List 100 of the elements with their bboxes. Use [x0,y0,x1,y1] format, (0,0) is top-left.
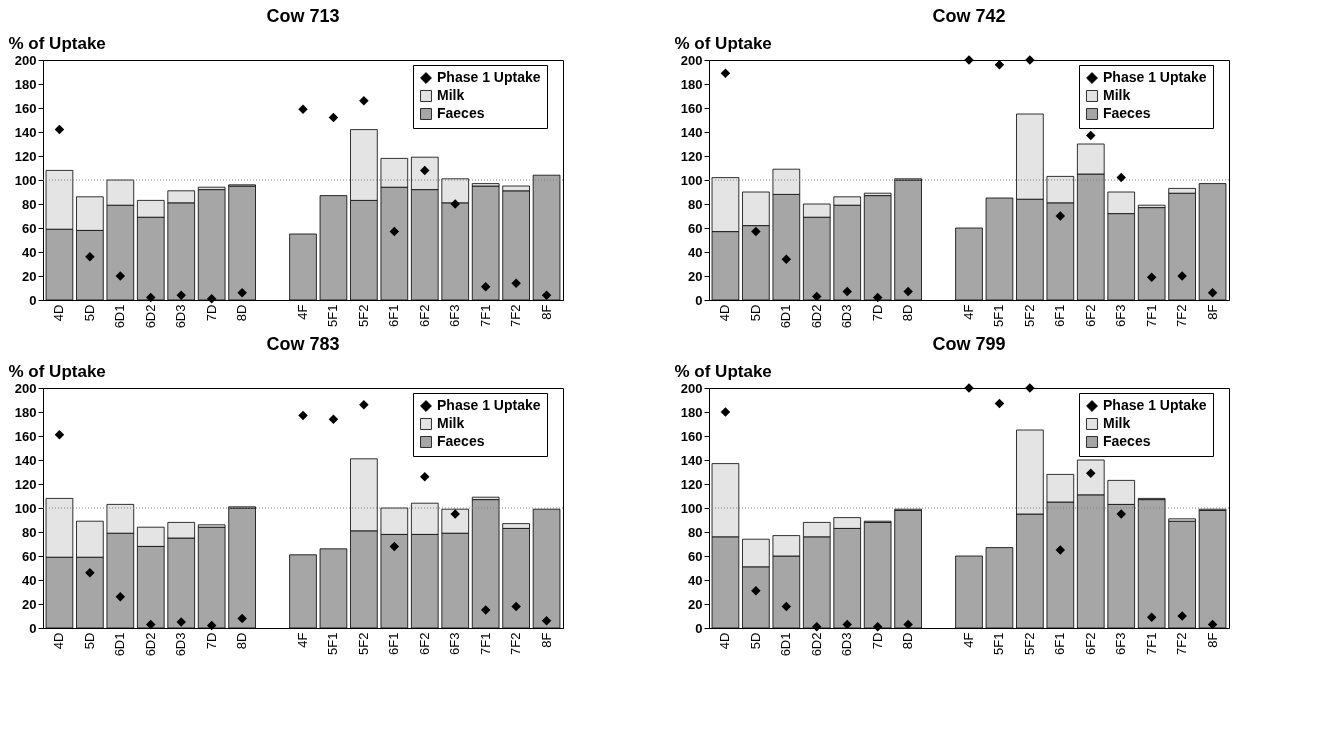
point [994,398,1005,409]
point [903,286,913,297]
point [480,282,491,292]
point [812,291,822,302]
x-tick-label: 5F1 [325,632,341,655]
point [85,568,95,578]
x-tick-label: 5D [81,632,97,650]
legend-label: Milk [1103,87,1131,103]
point [389,226,400,237]
chart-title: Cow 713 [266,6,340,26]
point [328,112,339,123]
x-tick-label: 6D2 [142,304,158,329]
y-tick-label: 0 [29,620,37,636]
x-tick-label: 6F3 [1113,632,1129,655]
point [1086,130,1096,141]
point [720,68,731,78]
point [812,622,822,632]
y-tick-label: 160 [14,428,37,444]
x-tick-label: 8F [538,632,554,648]
point [872,292,883,303]
chart-title: Cow 783 [266,334,340,354]
y-tick-label: 80 [22,196,37,212]
legend-label: Phase 1 Uptake [437,69,541,85]
point [781,601,792,612]
x-tick-label: 8D [234,304,250,322]
x-tick-label: 5D [747,304,763,322]
x-tick-label: 7F1 [1143,632,1159,655]
y-tick-label: 20 [688,268,703,284]
y-axis-title: % of Uptake [8,33,106,53]
point [328,414,339,424]
x-tick-label: 5D [81,304,97,322]
y-tick-label: 20 [22,596,37,612]
y-tick-label: 180 [680,76,703,92]
point [480,605,491,615]
x-tick-label: 7F1 [1143,304,1159,327]
x-tick-label: 6F2 [1082,304,1098,327]
x-tick-label: 7D [869,632,885,650]
x-tick-label: 8D [900,632,916,650]
x-tick-label: 4F [295,632,310,648]
x-tick-label: 6F2 [416,632,432,655]
legend-label: Phase 1 Uptake [437,397,541,413]
point [1116,172,1126,183]
legend-label: Milk [437,415,465,431]
y-tick-label: 100 [680,500,703,516]
point [237,613,247,624]
legend-label: Faeces [437,105,485,121]
y-tick-label: 60 [22,220,37,236]
x-tick-label: 5F2 [355,304,371,327]
point [903,619,913,630]
y-tick-label: 80 [688,196,703,212]
y-tick-label: 80 [22,524,37,540]
x-tick-label: 6F1 [386,632,402,655]
point [1146,612,1157,622]
point [146,292,156,303]
point [420,472,430,482]
legend-label: Faeces [1103,105,1151,121]
x-tick-label: 6F1 [1052,632,1068,655]
point [541,290,552,300]
x-tick-label: 8F [1204,632,1220,648]
x-tick-label: 7F2 [1174,632,1190,655]
x-tick-label: 8F [1204,304,1220,320]
legend-label: Faeces [437,433,485,449]
x-tick-label: 6D1 [112,632,128,657]
x-tick-label: 6D2 [808,632,824,657]
point [720,407,731,417]
x-tick-label: 8F [538,304,554,320]
x-tick-label: 5F2 [1021,304,1037,327]
x-tick-label: 7F2 [1174,304,1190,327]
x-tick-label: 4D [51,632,67,650]
y-tick-label: 40 [688,244,703,260]
point [54,430,65,440]
y-tick-label: 0 [29,292,37,308]
point [54,124,65,135]
x-tick-label: 5F1 [991,304,1007,327]
point [298,410,308,421]
point [1207,619,1218,630]
y-axis-title: % of Uptake [8,361,106,381]
point [206,620,217,631]
point [541,616,552,626]
point [751,226,761,237]
point [359,400,369,410]
y-tick-label: 160 [680,100,703,116]
y-axis-title: % of Uptake [674,361,772,381]
y-tick-label: 180 [680,404,703,420]
x-tick-label: 6F1 [1052,304,1068,327]
point [1146,272,1157,282]
y-tick-label: 160 [680,428,703,444]
point [359,96,369,106]
point [85,252,95,262]
x-tick-label: 7F2 [508,632,524,655]
point [872,622,883,632]
point [842,619,852,630]
x-tick-label: 6D1 [112,304,128,329]
legend-label: Phase 1 Uptake [1103,69,1207,85]
y-axis-title: % of Uptake [674,33,772,53]
y-tick-label: 140 [14,124,37,140]
y-tick-label: 60 [22,548,37,564]
point [176,290,186,300]
y-tick-label: 60 [688,220,703,236]
legend-label: Milk [437,87,465,103]
